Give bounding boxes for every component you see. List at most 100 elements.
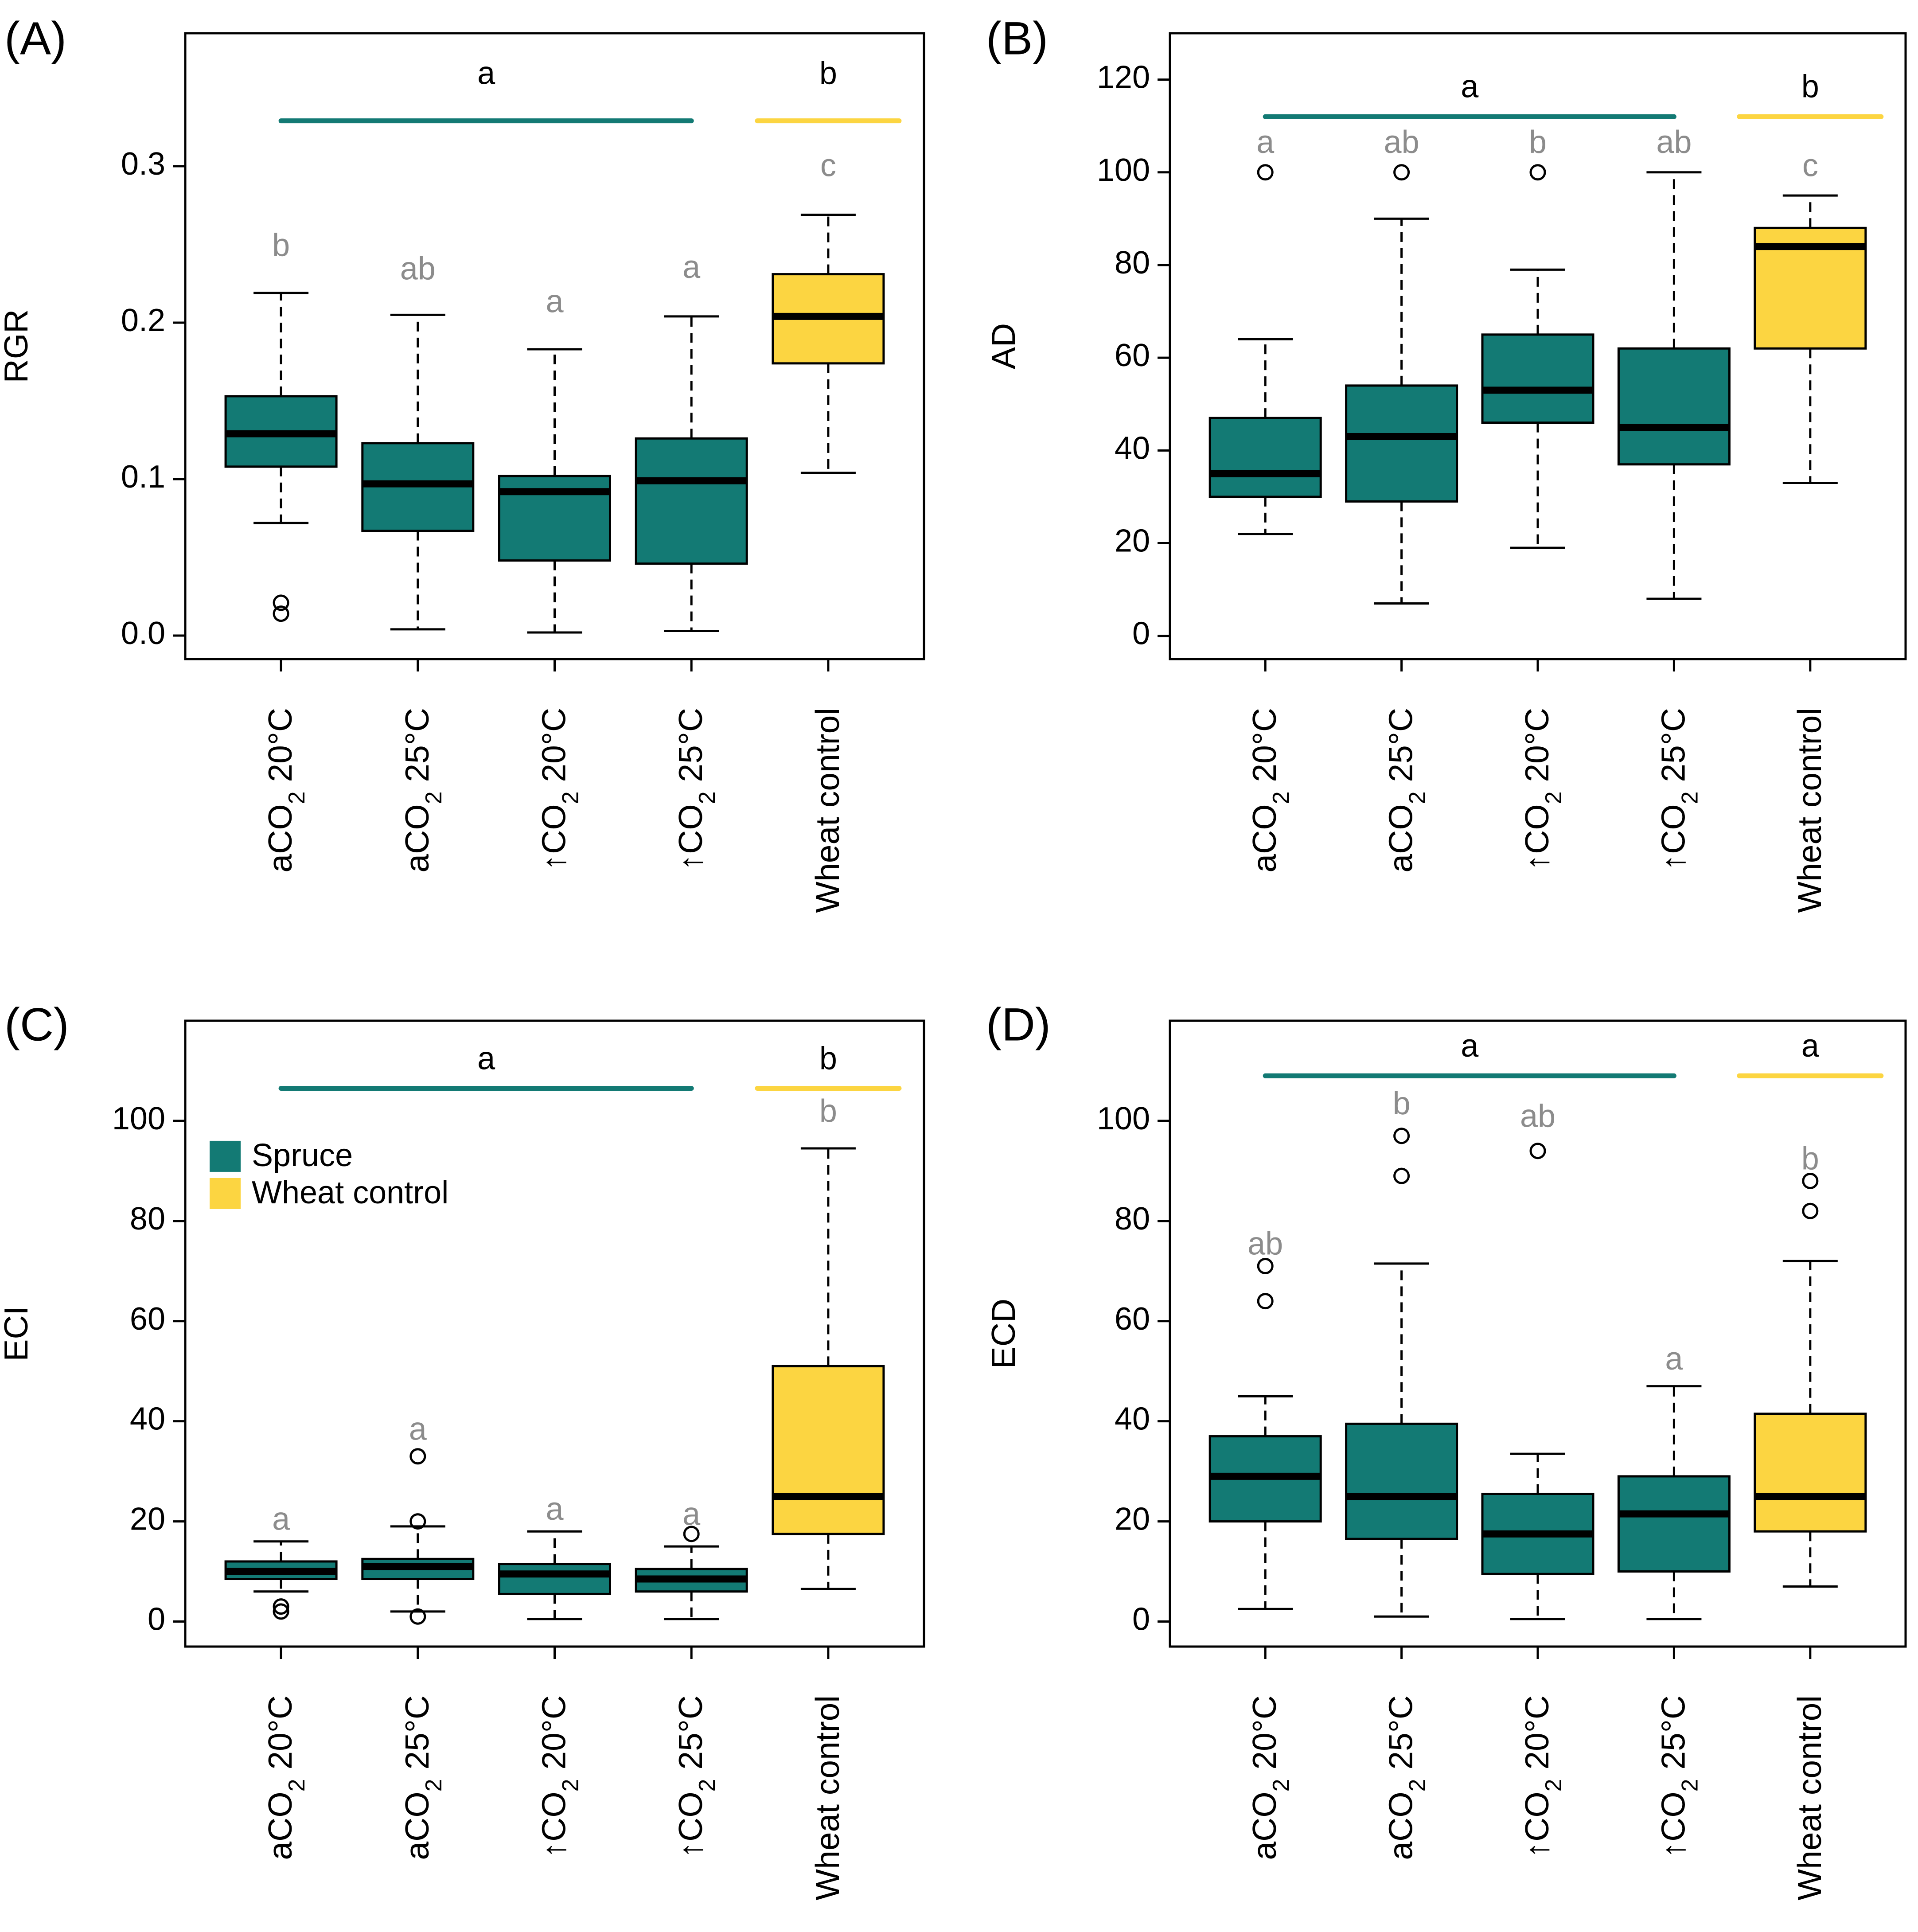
significance-letter: a [682, 250, 701, 285]
outlier-point [409, 1448, 426, 1465]
box-4: ab [1617, 125, 1731, 600]
box-4: a [1617, 1341, 1731, 1620]
significance-letter: b [272, 228, 290, 263]
category-suffix: 20°C [535, 1695, 573, 1779]
y-tick-label: 100 [112, 1101, 165, 1136]
category-main: CO [398, 804, 436, 854]
box-1: a [224, 1502, 338, 1620]
category-main: CO [672, 804, 709, 854]
y-tick-label: 0 [1132, 1602, 1150, 1637]
category-suffix: 25°C [1382, 1695, 1419, 1779]
significance-letter: a [1665, 1341, 1683, 1377]
x-category-label: ↑CO2 20°C [535, 708, 584, 870]
y-axis-label: AD [985, 323, 1022, 369]
category-suffix: 25°C [1654, 1695, 1692, 1779]
y-tick-label: 20 [1115, 523, 1150, 559]
box-iqr [772, 1365, 885, 1535]
outlier-point [409, 1608, 426, 1625]
category-subscript: 2 [694, 1779, 720, 1791]
y-tick-label: 100 [1097, 152, 1150, 188]
significance-letter: b [819, 1093, 837, 1129]
significance-letter: a [1256, 125, 1275, 160]
box-2: a [361, 1411, 475, 1625]
box-iqr [635, 437, 748, 565]
box-iqr [1481, 333, 1594, 424]
outlier-point [1393, 164, 1410, 181]
box-3: ab [1481, 1098, 1594, 1620]
significance-letter: a [272, 1502, 290, 1537]
significance-letter: a [682, 1496, 701, 1532]
category-main: CO [1246, 804, 1283, 854]
panel-label: (C) [4, 999, 69, 1051]
box-iqr [1345, 384, 1458, 503]
box-iqr [1617, 347, 1731, 466]
significance-letter: b [1393, 1086, 1411, 1121]
category-suffix: 25°C [672, 708, 709, 791]
y-tick-label: 20 [1115, 1502, 1150, 1537]
box-iqr [498, 1563, 611, 1595]
box-5: c [772, 148, 885, 474]
category-prefix: ↑ [535, 1842, 573, 1858]
category-suffix: 20°C [261, 708, 299, 791]
category-prefix: a [398, 1842, 436, 1860]
category-subscript: 2 [1268, 1779, 1294, 1791]
category-main: CO [1654, 804, 1692, 854]
x-category-label: aCO2 25°C [1382, 1695, 1431, 1860]
plot-frame [184, 1019, 925, 1648]
significance-letter: a [546, 1491, 564, 1527]
category-subscript: 2 [1268, 791, 1294, 804]
box-3: a [498, 284, 611, 634]
box-1: b [224, 228, 338, 622]
outlier-point [1802, 1172, 1819, 1189]
x-category-label: aCO2 20°C [1246, 708, 1294, 873]
significance-letter: a [546, 284, 564, 320]
box-iqr [1208, 417, 1322, 498]
box-iqr [1345, 1422, 1458, 1540]
category-subscript: 2 [558, 791, 584, 804]
category-suffix: 20°C [1518, 708, 1555, 791]
category-main: CO [1382, 804, 1419, 854]
y-tick-label: 80 [1115, 245, 1150, 281]
significance-letter: b [1529, 125, 1547, 160]
category-main: CO [1654, 1791, 1692, 1842]
category-suffix: 25°C [672, 1695, 709, 1779]
plot-frame [1169, 1019, 1907, 1648]
category-main: CO [1382, 1791, 1419, 1842]
x-category-label: aCO2 20°C [261, 1695, 310, 1860]
box-5: b [1754, 1141, 1867, 1588]
outlier-point [1393, 1167, 1410, 1184]
x-category-label: aCO2 25°C [398, 708, 447, 873]
x-category-label: ↑CO2 25°C [672, 1695, 720, 1858]
y-tick-label: 100 [1097, 1101, 1150, 1136]
outlier-point [1393, 1128, 1410, 1144]
category-prefix: a [261, 1842, 299, 1860]
box-5: b [772, 1093, 885, 1590]
x-category-label: Wheat control [809, 708, 846, 913]
x-category-label: aCO2 25°C [398, 1695, 447, 1860]
y-tick-label: 0.0 [121, 616, 165, 651]
group-label: a [1461, 69, 1479, 105]
category-main: CO [1518, 804, 1555, 854]
category-subscript: 2 [1541, 791, 1567, 804]
category-main: CO [1518, 1791, 1555, 1842]
y-tick-label: 60 [1115, 338, 1150, 373]
category-subscript: 2 [284, 791, 310, 804]
x-category-label: Wheat control [1791, 1695, 1828, 1901]
x-category-label: ↑CO2 25°C [1654, 1695, 1703, 1858]
category-subscript: 2 [421, 1779, 447, 1791]
y-axis-label: ECD [985, 1299, 1022, 1369]
legend-label: Wheat control [252, 1175, 448, 1210]
box-iqr [1617, 1475, 1731, 1573]
y-tick-label: 40 [1115, 1401, 1150, 1437]
box-4: a [635, 1496, 748, 1620]
category-prefix: a [1246, 854, 1283, 873]
x-category-label: ↑CO2 20°C [535, 1695, 584, 1858]
category-suffix: 25°C [1382, 708, 1419, 791]
significance-letter: ab [1384, 125, 1419, 160]
group-label: a [1461, 1028, 1479, 1064]
x-category-label: Wheat control [1791, 708, 1828, 913]
legend-label: Spruce [252, 1138, 353, 1173]
